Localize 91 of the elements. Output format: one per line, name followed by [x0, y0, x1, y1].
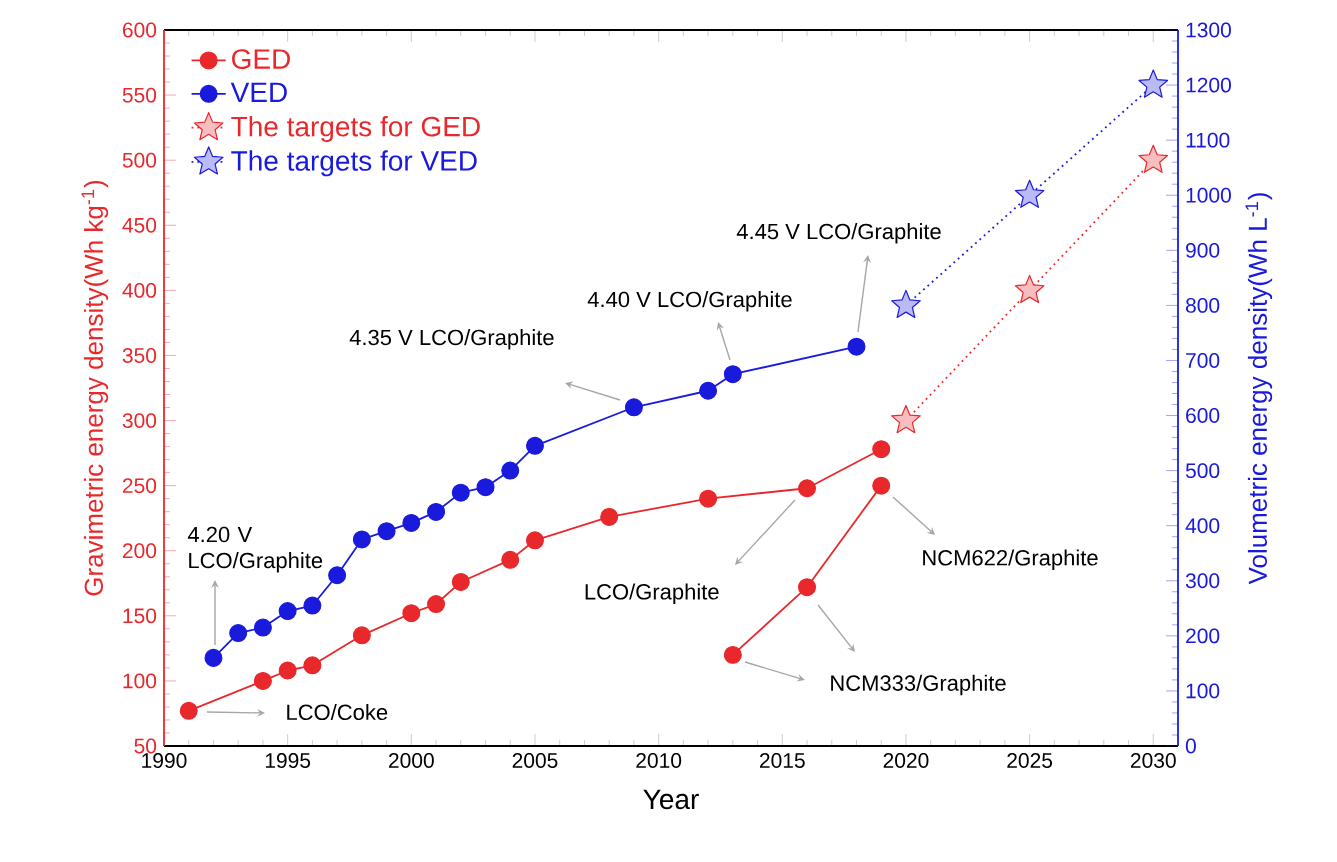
annotation: 4.40 V LCO/Graphite: [587, 291, 792, 312]
x-tick-label: 2005: [512, 753, 558, 768]
legend-label: The targets for GED: [231, 115, 480, 143]
point: [278, 661, 297, 680]
point: [1138, 144, 1169, 173]
point: [1014, 274, 1045, 304]
x-tick-label: 1995: [265, 753, 311, 768]
y-tick-label: 550: [122, 87, 157, 103]
x-axis-title: Year: [643, 789, 699, 810]
point: [525, 436, 544, 455]
x-tick-label: 2020: [883, 753, 929, 768]
point: [278, 602, 297, 621]
legend-label: VED: [230, 82, 287, 102]
y-tick-label: 500: [122, 152, 157, 168]
point: [328, 566, 347, 585]
x-tick-label: 2030: [1130, 753, 1176, 768]
y2-tick-label: 500: [1185, 463, 1220, 479]
annotation: 4.45 V LCO/Graphite: [736, 223, 941, 244]
point: [427, 502, 446, 521]
annotation: NCM622/Graphite: [923, 549, 1098, 570]
y2-tick-label: 400: [1185, 518, 1220, 534]
point: [1138, 69, 1169, 98]
y2-tick-label: 200: [1186, 628, 1220, 644]
point: [624, 398, 643, 417]
annotation: 4.35 V LCO/Graphite: [349, 329, 554, 350]
x-tick-label: 1990: [142, 753, 187, 768]
point: [303, 656, 322, 675]
y-tick-label: 200: [122, 543, 157, 559]
annotation: NCM333/Graphite: [831, 674, 1006, 696]
point: [723, 645, 742, 664]
y2-tick-label: 100: [1186, 683, 1220, 699]
y-tick-label: 400: [122, 282, 157, 298]
point: [891, 404, 921, 434]
point: [501, 461, 520, 480]
point: [891, 289, 921, 319]
point: [476, 478, 495, 497]
y2-tick-label: 0: [1185, 738, 1196, 754]
point: [377, 522, 396, 541]
y2-tick-label: 1300: [1186, 22, 1231, 38]
legend-label: The targets for VED: [231, 150, 477, 177]
y2-tick-label: 1100: [1186, 132, 1230, 148]
y2-tick-label: 800: [1185, 297, 1220, 313]
legend-label: GED: [232, 49, 290, 69]
y2-tick-label: 700: [1186, 353, 1220, 368]
annotation: LCO/Coke: [287, 703, 388, 721]
point: [253, 671, 272, 690]
y2-tick-label: 300: [1185, 573, 1220, 589]
x-tick-label: 2000: [389, 753, 434, 768]
y-tick-label: 250: [122, 478, 157, 494]
point: [699, 381, 718, 400]
point: [303, 596, 322, 615]
point: [352, 530, 371, 549]
point: [204, 648, 223, 667]
y-tick-label: 450: [122, 217, 157, 233]
x-tick-label: 2015: [760, 753, 805, 768]
y-axis-title: Gravimetric energy density(Wh kg$^{-1}$): [81, 180, 109, 596]
point: [253, 618, 272, 637]
point: [501, 550, 520, 569]
point: [402, 513, 421, 532]
point: [525, 531, 544, 550]
y2-tick-label: 600: [1186, 408, 1220, 423]
point: [872, 440, 891, 459]
point: [352, 626, 371, 645]
y-tick-label: 100: [123, 673, 157, 689]
point: [699, 489, 718, 508]
point: [872, 476, 891, 495]
point: [847, 337, 866, 356]
point: [402, 604, 421, 623]
point: [427, 595, 446, 614]
annotation: 4.20 V LCO/Graphite: [187, 526, 323, 573]
y-tick-label: 600: [122, 22, 157, 38]
point: [600, 507, 619, 526]
y2-axis-title: Volumetric energy density(Wh L$^{-1}$): [1245, 193, 1273, 585]
point: [229, 624, 248, 643]
y2-tick-label: 1000: [1186, 187, 1231, 203]
y2-tick-label: 1200: [1186, 77, 1231, 93]
x-tick-label: 2010: [636, 753, 682, 768]
point: [179, 701, 198, 720]
y-tick-label: 300: [122, 413, 157, 428]
y2-tick-label: 900: [1186, 242, 1220, 258]
y-tick-label: 350: [122, 348, 157, 363]
x-tick-label: 2025: [1007, 753, 1053, 768]
point: [798, 479, 817, 498]
point: [1014, 179, 1045, 208]
point: [451, 572, 470, 591]
y-tick-label: 150: [123, 608, 157, 624]
point: [798, 578, 817, 597]
y-tick-label: 50: [134, 738, 157, 754]
annotation: LCO/Graphite: [585, 583, 719, 604]
point: [723, 365, 742, 384]
point: [451, 483, 470, 502]
